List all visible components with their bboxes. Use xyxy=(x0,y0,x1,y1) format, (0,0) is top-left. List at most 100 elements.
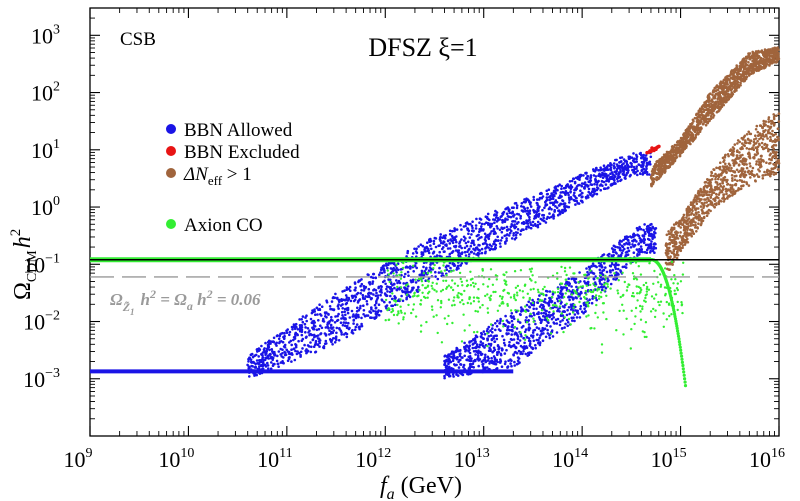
blue-point xyxy=(592,277,596,281)
brown-point xyxy=(693,129,696,133)
brown-point xyxy=(739,173,743,177)
brown-point xyxy=(759,161,762,164)
brown-point xyxy=(771,129,774,133)
blue-point xyxy=(337,339,341,342)
blue-point xyxy=(313,308,316,311)
brown-point xyxy=(708,178,712,182)
brown-point xyxy=(755,68,759,71)
brown-point xyxy=(734,182,738,186)
brown-point xyxy=(687,208,690,212)
brown-point xyxy=(672,223,676,226)
brown-point xyxy=(746,68,749,72)
blue-point xyxy=(517,213,521,216)
brown-point xyxy=(680,238,684,242)
blue-point xyxy=(472,230,475,233)
blue-point xyxy=(283,353,287,357)
brown-point xyxy=(672,249,676,253)
blue-point xyxy=(481,337,485,340)
blue-point xyxy=(499,361,502,364)
blue-point xyxy=(496,239,500,242)
blue-point xyxy=(454,249,458,252)
brown-point xyxy=(747,61,750,64)
brown-point xyxy=(709,195,713,199)
blue-point xyxy=(333,341,337,344)
blue-point xyxy=(379,271,382,274)
blue-point xyxy=(480,235,483,239)
brown-point xyxy=(751,166,755,170)
brown-point xyxy=(762,160,765,163)
brown-point xyxy=(768,169,771,173)
brown-point xyxy=(757,158,760,161)
blue-point xyxy=(537,215,540,218)
blue-point xyxy=(539,196,543,200)
blue-point xyxy=(542,216,545,220)
brown-point xyxy=(723,175,727,179)
brown-point xyxy=(729,183,732,187)
brown-point xyxy=(749,66,753,69)
brown-point xyxy=(727,85,731,89)
blue-point xyxy=(563,206,567,210)
brown-point xyxy=(666,255,669,258)
brown-point xyxy=(666,248,670,252)
brown-point xyxy=(744,160,747,163)
blue-point xyxy=(566,205,569,209)
blue-point xyxy=(434,275,437,278)
brown-point xyxy=(692,138,696,141)
brown-point xyxy=(749,176,752,179)
blue-point xyxy=(636,169,639,173)
brown-point xyxy=(708,97,711,100)
brown-point xyxy=(664,251,668,255)
blue-point xyxy=(545,293,548,297)
brown-point xyxy=(761,133,765,136)
brown-point xyxy=(726,183,729,186)
brown-point xyxy=(693,198,697,202)
brown-point xyxy=(702,215,706,219)
blue-point xyxy=(316,337,320,340)
brown-point xyxy=(670,154,673,157)
brown-point xyxy=(676,237,680,240)
blue-point xyxy=(283,343,287,347)
blue-point xyxy=(460,228,463,231)
blue-point xyxy=(641,171,645,175)
blue-point xyxy=(330,339,334,342)
blue-point xyxy=(646,173,649,176)
blue-point xyxy=(571,319,574,322)
blue-point xyxy=(467,229,471,232)
brown-point xyxy=(700,198,703,201)
brown-point xyxy=(745,166,749,170)
blue-point xyxy=(342,316,345,319)
brown-point xyxy=(735,82,739,86)
blue-point xyxy=(489,344,493,347)
blue-point xyxy=(323,342,327,346)
blue-point xyxy=(464,254,468,257)
blue-point xyxy=(532,198,536,201)
blue-point xyxy=(640,165,643,169)
brown-point xyxy=(775,49,778,53)
blue-point xyxy=(438,250,442,254)
brown-point xyxy=(769,138,773,141)
brown-point xyxy=(726,188,730,191)
blue-point xyxy=(649,155,653,159)
blue-point xyxy=(336,318,340,322)
brown-point xyxy=(697,214,701,217)
blue-point xyxy=(393,297,397,300)
brown-point xyxy=(735,174,738,178)
blue-point xyxy=(352,313,355,316)
blue-point xyxy=(404,272,407,276)
brown-point xyxy=(731,184,734,187)
brown-point xyxy=(706,99,710,102)
blue-point xyxy=(365,302,369,306)
blue-point xyxy=(358,327,361,331)
blue-point xyxy=(371,276,375,280)
blue-point xyxy=(489,232,492,235)
blue-point xyxy=(373,303,377,307)
brown-point xyxy=(663,164,667,168)
blue-point xyxy=(386,290,389,293)
blue-point xyxy=(367,287,371,291)
blue-point xyxy=(292,323,296,326)
blue-point xyxy=(545,324,549,327)
blue-point xyxy=(344,294,348,297)
blue-point xyxy=(362,289,366,292)
blue-point xyxy=(492,218,495,221)
blue-point xyxy=(628,157,632,160)
